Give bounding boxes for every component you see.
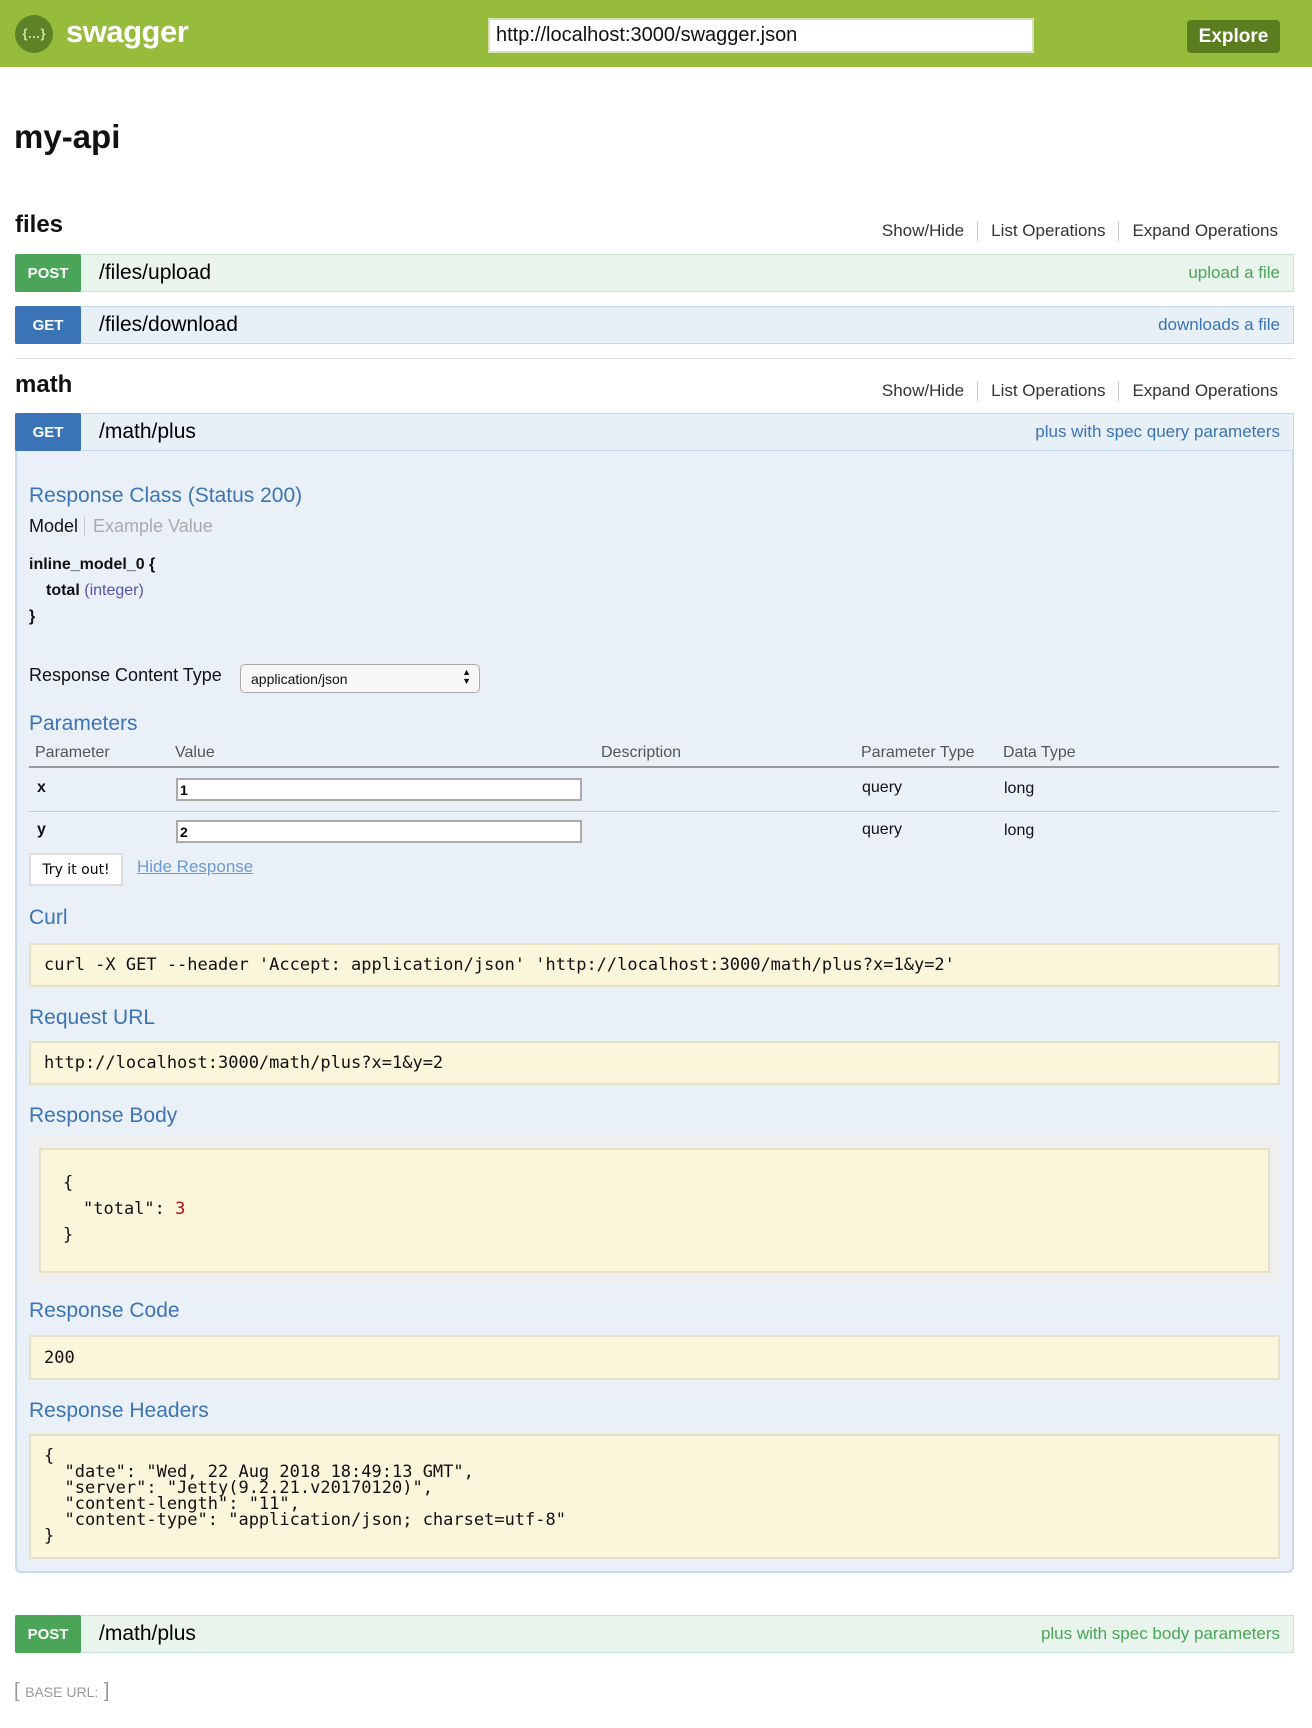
- header-line: }: [44, 1526, 55, 1546]
- page-title: my-api: [14, 118, 121, 155]
- field-name: total: [46, 582, 80, 599]
- body-line: "total": 3: [63, 1196, 1246, 1222]
- model-field: total (integer): [46, 582, 144, 600]
- expand-operations-link[interactable]: Expand Operations: [1118, 381, 1278, 401]
- param-x-input[interactable]: [176, 778, 582, 801]
- selected-value: application/json: [251, 671, 348, 687]
- operation-summary[interactable]: downloads a file: [1158, 315, 1280, 334]
- operation-get-files-download[interactable]: GET /files/download downloads a file: [15, 306, 1294, 344]
- operation-summary[interactable]: upload a file: [1188, 263, 1280, 282]
- list-operations-link[interactable]: List Operations: [977, 381, 1118, 401]
- model-close: }: [29, 608, 36, 625]
- try-it-out-button[interactable]: Try it out!: [29, 853, 123, 886]
- header-line: "content-length": "11",: [44, 1494, 300, 1514]
- section-title-files[interactable]: files: [15, 211, 64, 238]
- response-code-box: 200: [29, 1335, 1280, 1380]
- param-name: x: [37, 779, 46, 796]
- explore-button[interactable]: Explore: [1187, 20, 1280, 53]
- response-headers-box: { "date": "Wed, 22 Aug 2018 18:49:13 GMT…: [29, 1434, 1280, 1559]
- header-line: {: [44, 1446, 55, 1466]
- hide-response-link[interactable]: Hide Response: [137, 857, 254, 876]
- body-key: "total":: [83, 1199, 176, 1219]
- request-url: http://localhost:3000/math/plus?x=1&y=2: [44, 1053, 444, 1073]
- content-type-select[interactable]: application/json ▲ ▼: [240, 664, 480, 693]
- operation-post-files-upload[interactable]: POST /files/upload upload a file: [15, 254, 1294, 292]
- body-open: {: [63, 1173, 74, 1193]
- header-line: "date": "Wed, 22 Aug 2018 18:49:13 GMT",: [44, 1462, 474, 1482]
- tab-model[interactable]: Model: [29, 516, 86, 537]
- curl-command: curl -X GET --header 'Accept: applicatio…: [44, 955, 955, 975]
- param-type: query: [862, 821, 903, 838]
- request-url-box: http://localhost:3000/math/plus?x=1&y=2: [29, 1041, 1280, 1085]
- operation-summary[interactable]: plus with spec body parameters: [1040, 1624, 1280, 1643]
- request-url-heading: Request URL: [29, 1006, 156, 1029]
- operation-post-math-plus[interactable]: POST /math/plus plus with spec body para…: [15, 1615, 1294, 1653]
- section-divider: [15, 358, 1294, 359]
- param-y-input[interactable]: [176, 820, 582, 843]
- response-code-heading: Response Code: [29, 1299, 180, 1322]
- operation-details-panel: [15, 451, 1294, 1573]
- math-ops-links: Show/Hide List Operations Expand Operati…: [869, 381, 1278, 401]
- expand-operations-link[interactable]: Expand Operations: [1118, 221, 1278, 241]
- operation-get-math-plus[interactable]: GET /math/plus plus with spec query para…: [15, 413, 1294, 451]
- field-type: (integer): [84, 582, 144, 599]
- operation-summary[interactable]: plus with spec query parameters: [1035, 422, 1280, 441]
- files-ops-links: Show/Hide List Operations Expand Operati…: [869, 221, 1278, 241]
- curl-heading: Curl: [29, 906, 68, 929]
- response-body-wrapper: { "total": 3 }: [29, 1135, 1280, 1284]
- header-line: "content-type": "application/json; chars…: [44, 1510, 566, 1530]
- model-name: inline_model_0 {: [29, 556, 156, 573]
- response-body-box: { "total": 3 }: [39, 1148, 1270, 1273]
- operation-path[interactable]: /files/upload: [99, 261, 212, 284]
- header-line: "server": "Jetty(9.2.21.v20170120)",: [44, 1478, 433, 1498]
- param-data-type: long: [1004, 822, 1035, 839]
- content-type-label: Response Content Type: [29, 665, 222, 685]
- param-data-type: long: [1004, 780, 1035, 797]
- col-data-type: Data Type: [1003, 744, 1076, 761]
- col-parameter-type: Parameter Type: [861, 744, 975, 761]
- operation-path[interactable]: /files/download: [99, 313, 238, 336]
- method-badge: GET: [15, 306, 81, 344]
- operation-path[interactable]: /math/plus: [99, 420, 196, 443]
- show-hide-link[interactable]: Show/Hide: [881, 381, 965, 400]
- param-type: query: [862, 779, 903, 796]
- model-tabs: Model Example Value: [29, 516, 213, 537]
- spec-url-input[interactable]: [488, 18, 1034, 53]
- response-headers-heading: Response Headers: [29, 1399, 209, 1422]
- base-url-label: BASE URL:: [25, 1684, 99, 1700]
- body-value: 3: [175, 1199, 186, 1219]
- method-badge: POST: [15, 1615, 81, 1653]
- list-operations-link[interactable]: List Operations: [977, 221, 1118, 241]
- method-badge: POST: [15, 254, 81, 292]
- body-close: }: [63, 1225, 74, 1245]
- param-row-y: y query long: [29, 812, 1279, 852]
- curl-box: curl -X GET --header 'Accept: applicatio…: [29, 943, 1280, 987]
- parameters-heading: Parameters: [29, 712, 138, 735]
- logo-text: swagger: [66, 14, 189, 49]
- base-url-footer: [ BASE URL: ]: [14, 1680, 110, 1702]
- response-code: 200: [44, 1347, 75, 1368]
- select-arrows-icon: ▲ ▼: [462, 667, 471, 686]
- parameters-table-header: Parameter Value Description Parameter Ty…: [29, 744, 1279, 768]
- show-hide-link[interactable]: Show/Hide: [881, 221, 965, 240]
- tab-example-value[interactable]: Example Value: [93, 516, 213, 536]
- col-value: Value: [175, 744, 215, 761]
- method-badge: GET: [15, 413, 81, 451]
- param-row-x: x query long: [29, 770, 1279, 812]
- operation-path[interactable]: /math/plus: [99, 1622, 196, 1645]
- param-name: y: [37, 821, 46, 838]
- response-body-heading: Response Body: [29, 1104, 178, 1127]
- response-class-heading: Response Class (Status 200): [29, 484, 303, 507]
- swagger-logo-icon: {…}: [15, 15, 53, 53]
- section-title-math[interactable]: math: [15, 371, 73, 398]
- top-bar: {…} swagger Explore: [0, 0, 1312, 67]
- col-description: Description: [601, 744, 682, 761]
- col-parameter: Parameter: [35, 744, 110, 761]
